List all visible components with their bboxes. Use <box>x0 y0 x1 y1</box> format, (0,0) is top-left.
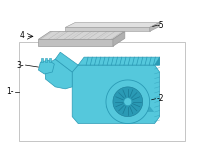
Polygon shape <box>113 31 125 46</box>
Text: -2: -2 <box>157 94 164 103</box>
Polygon shape <box>78 57 160 65</box>
Polygon shape <box>65 22 160 27</box>
Polygon shape <box>72 65 160 123</box>
Bar <box>49 58 51 62</box>
Bar <box>19 42 185 141</box>
Text: 1-: 1- <box>7 87 14 96</box>
Polygon shape <box>150 22 160 31</box>
Text: -5: -5 <box>157 21 164 30</box>
Polygon shape <box>38 31 125 39</box>
Polygon shape <box>38 60 54 74</box>
Bar <box>38 39 113 46</box>
Polygon shape <box>106 107 154 112</box>
Polygon shape <box>124 98 132 106</box>
Bar <box>45 58 47 62</box>
Text: 4: 4 <box>20 31 25 40</box>
Polygon shape <box>113 87 143 117</box>
Polygon shape <box>155 57 160 65</box>
Bar <box>41 58 43 62</box>
Polygon shape <box>55 52 78 72</box>
Bar <box>65 27 150 31</box>
Polygon shape <box>106 80 150 123</box>
Text: 3-: 3- <box>17 61 25 70</box>
Polygon shape <box>45 59 72 89</box>
